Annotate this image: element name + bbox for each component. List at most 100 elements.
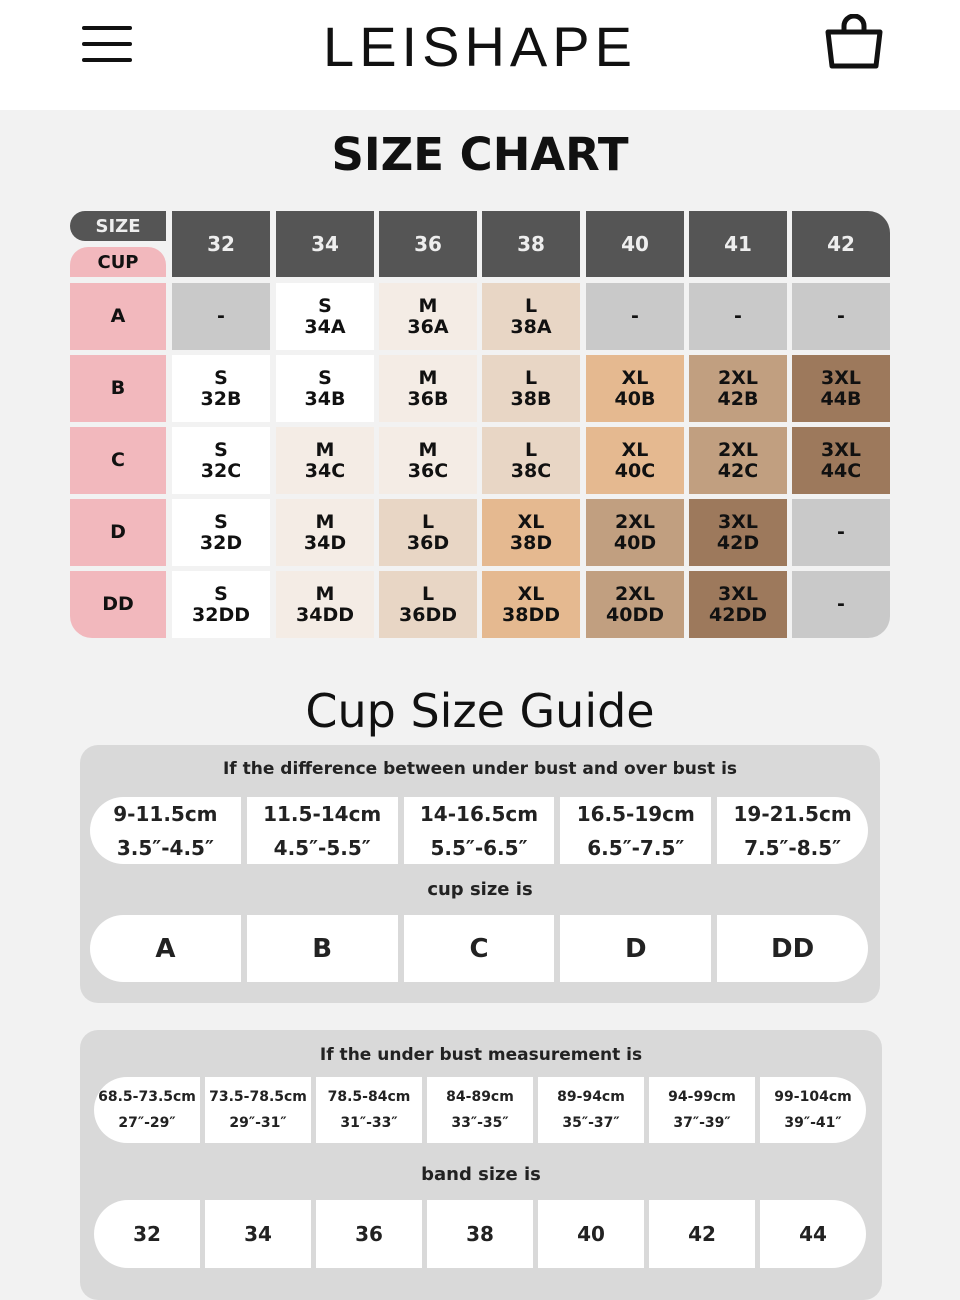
bra-size: 36DD [399, 603, 457, 626]
guide-segment: 19-21.5cm 7.5″-8.5″ [717, 797, 868, 864]
size-cell: S 34A [276, 283, 374, 350]
inch-range: 39″-41″ [784, 1115, 842, 1131]
cup-caption: cup size is [427, 879, 533, 900]
size-cell: 3XL 42D [689, 499, 787, 566]
size-cell: M 36B [379, 355, 477, 422]
bra-size: 42DD [709, 603, 767, 626]
size-cell: XL 40C [586, 427, 684, 494]
size-cell: - [689, 283, 787, 350]
cup-row-label: B [70, 355, 166, 422]
size-cell: M 34DD [276, 571, 374, 638]
size-letter: S [318, 294, 332, 317]
guide-segment: 99-104cm 39″-41″ [760, 1077, 866, 1143]
size-letter: L [524, 294, 538, 317]
size-letter: L [524, 366, 538, 389]
bra-size: 42B [717, 387, 759, 410]
guide-segment: 44 [760, 1200, 866, 1268]
size-cell: - [792, 283, 890, 350]
size-cell: L 38C [482, 427, 580, 494]
size-cell: S 32C [172, 427, 270, 494]
size-letter: XL [517, 510, 545, 533]
size-cell: M 34C [276, 427, 374, 494]
guide-segment: DD [717, 915, 868, 982]
guide-segment: A [90, 915, 241, 982]
bra-size: 38A [510, 315, 552, 338]
cup-guide-title: Cup Size Guide [305, 684, 655, 738]
size-label: SIZE [70, 211, 166, 241]
size-letter: S [214, 438, 228, 461]
bra-size: 38B [510, 387, 552, 410]
inch-range: 3.5″-4.5″ [116, 835, 214, 860]
inch-range: 4.5″-5.5″ [273, 835, 371, 860]
inch-range: 37″-39″ [673, 1115, 731, 1131]
under-bust-caption: If the under bust measurement is [319, 1045, 643, 1065]
inch-range: 6.5″-7.5″ [587, 835, 685, 860]
size-letter: - [734, 305, 742, 327]
size-letter: 2XL [615, 510, 655, 533]
band-header-32: 32 [172, 211, 270, 277]
size-letter: M [315, 438, 335, 461]
size-cell: L 38B [482, 355, 580, 422]
size-letter: 2XL [615, 582, 655, 605]
size-cell: XL 38DD [482, 571, 580, 638]
shopping-bag-icon[interactable] [824, 14, 884, 70]
cm-range: 99-104cm [774, 1089, 852, 1105]
cm-range: 78.5-84cm [327, 1089, 411, 1105]
guide-segment: 32 [94, 1200, 200, 1268]
brand-logo[interactable]: LEISHAPE [323, 15, 637, 78]
size-cell: L 36DD [379, 571, 477, 638]
size-letter: M [418, 366, 438, 389]
band-guide-panel: If the under bust measurement is band si… [80, 1030, 882, 1300]
bra-size: 40B [614, 387, 656, 410]
size-letter: S [214, 510, 228, 533]
bra-size: 44B [820, 387, 862, 410]
cm-range: 9-11.5cm [113, 801, 218, 826]
band-header-41: 41 [689, 211, 787, 277]
size-letter: XL [621, 366, 649, 389]
size-letter: M [418, 294, 438, 317]
cup-row-label: D [70, 499, 166, 566]
cup-row-label: C [70, 427, 166, 494]
inch-range: 5.5″-6.5″ [430, 835, 528, 860]
guide-segment: 89-94cm 35″-37″ [538, 1077, 644, 1143]
guide-segment: C [403, 915, 555, 982]
bra-size: 34A [304, 315, 346, 338]
guide-segment: 9-11.5cm 3.5″-4.5″ [90, 797, 241, 864]
size-cell: - [792, 499, 890, 566]
band-header-42: 42 [792, 211, 890, 277]
guide-segment: 94-99cm 37″-39″ [649, 1077, 755, 1143]
cm-range: 73.5-78.5cm [209, 1089, 307, 1105]
bra-size: 40D [613, 531, 657, 554]
hamburger-menu-icon[interactable] [82, 26, 132, 64]
size-letter: - [837, 593, 845, 615]
bra-size: 36C [407, 459, 449, 482]
bra-size: 32D [199, 531, 243, 554]
bra-size: 38DD [502, 603, 560, 626]
guide-segment: 34 [205, 1200, 311, 1268]
cup-guide-panel: If the difference between under bust and… [80, 745, 880, 1003]
cup-row-label: A [70, 283, 166, 350]
band-caption: band size is [421, 1164, 541, 1185]
band-header-38: 38 [482, 211, 580, 277]
size-letter: 2XL [718, 438, 758, 461]
size-cell: 2XL 40D [586, 499, 684, 566]
size-cell: M 36A [379, 283, 477, 350]
size-cell: - [586, 283, 684, 350]
size-letter: S [318, 366, 332, 389]
size-cell: - [172, 283, 270, 350]
bra-size: 44C [820, 459, 862, 482]
size-cell: L 38A [482, 283, 580, 350]
size-cell: 2XL 40DD [586, 571, 684, 638]
cm-range: 19-21.5cm [733, 801, 852, 826]
site-header: LEISHAPE [0, 0, 960, 110]
guide-segment: 78.5-84cm 31″-33″ [316, 1077, 422, 1143]
band-header-36: 36 [379, 211, 477, 277]
inch-range: 7.5″-8.5″ [744, 835, 842, 860]
guide-segment: 68.5-73.5cm 27″-29″ [94, 1077, 200, 1143]
bra-size: 38D [509, 531, 553, 554]
band-header-34: 34 [276, 211, 374, 277]
size-cell: M 34D [276, 499, 374, 566]
cm-range: 84-89cm [446, 1089, 514, 1105]
size-cell: 2XL 42C [689, 427, 787, 494]
size-cell: 3XL 42DD [689, 571, 787, 638]
